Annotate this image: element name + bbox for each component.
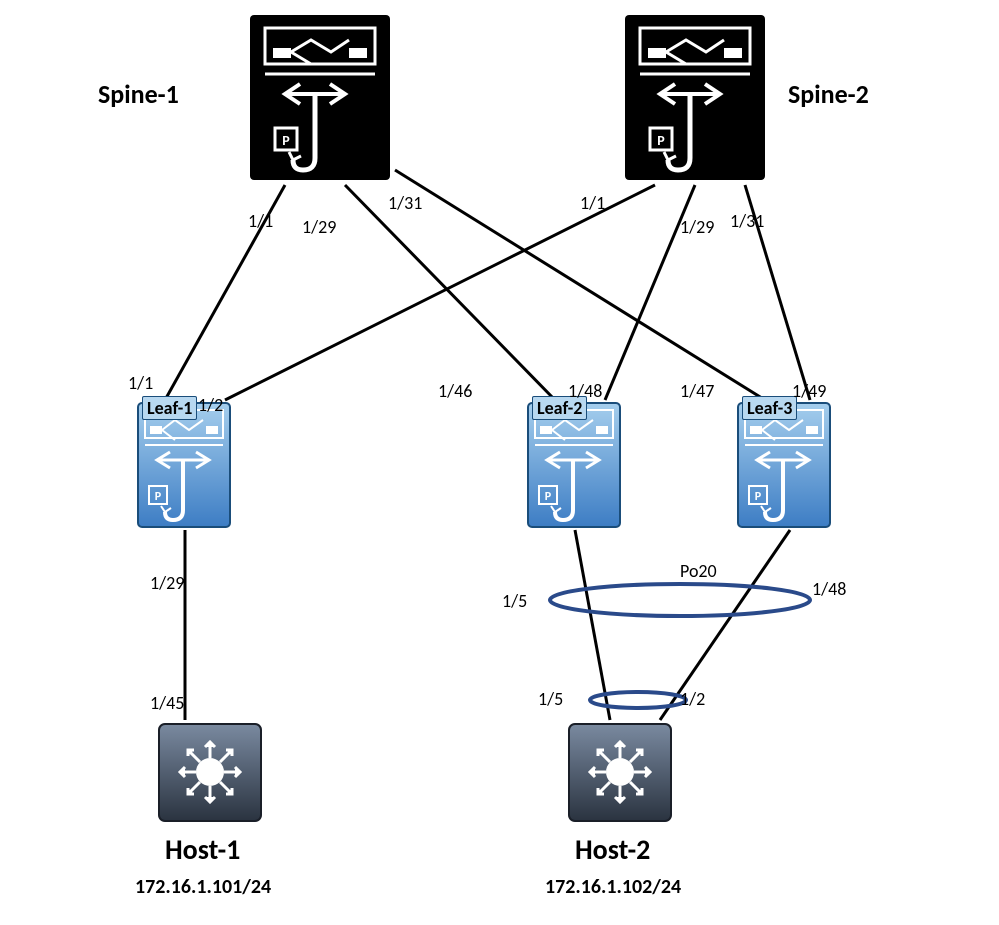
svg-text:P: P [282, 132, 290, 149]
spine-2-label: Spine-2 [788, 78, 869, 110]
host-2 [565, 720, 675, 825]
port-label: 1/1 [580, 192, 605, 214]
port-label: 1/31 [730, 210, 764, 232]
port-label: 1/48 [568, 380, 602, 402]
port-label: 1/48 [812, 578, 846, 600]
svg-text:P: P [657, 132, 665, 149]
svg-text:P: P [155, 490, 162, 504]
port-label: 1/47 [680, 380, 714, 402]
portchannel-ellipse [590, 692, 686, 708]
port-label: 1/2 [198, 394, 223, 416]
port-label: 1/1 [128, 372, 153, 394]
leaf-1-tag: Leaf-1 [142, 396, 197, 420]
host-1-ip: 172.16.1.101/24 [135, 875, 271, 899]
svg-text:P: P [545, 490, 552, 504]
host-1-label: Host-1 [165, 832, 240, 867]
spine-1-label: Spine-1 [98, 78, 179, 110]
port-label: 1/45 [150, 692, 184, 714]
host-1 [155, 720, 265, 825]
host-2-ip: 172.16.1.102/24 [545, 875, 681, 899]
port-label: 1/2 [680, 688, 705, 710]
host-2-label: Host-2 [575, 832, 650, 867]
port-label: 1/46 [438, 380, 472, 402]
port-label: 1/1 [248, 210, 273, 232]
port-label: 1/49 [792, 380, 826, 402]
port-label: 1/5 [502, 590, 527, 612]
link [575, 530, 610, 720]
svg-text:P: P [755, 490, 762, 504]
port-label: 1/5 [538, 688, 563, 710]
port-label: 1/31 [388, 192, 422, 214]
spine-1: P [245, 10, 395, 185]
port-label: 1/29 [302, 216, 336, 238]
port-label: Po20 [680, 560, 717, 582]
leaf-3-tag: Leaf-3 [742, 396, 797, 420]
port-label: 1/29 [150, 572, 184, 594]
network-diagram: P Spine-1 P Spine-2 P Leaf-1 [0, 0, 999, 925]
link [345, 185, 555, 400]
port-label: 1/29 [680, 216, 714, 238]
spine-2: P [620, 10, 770, 185]
